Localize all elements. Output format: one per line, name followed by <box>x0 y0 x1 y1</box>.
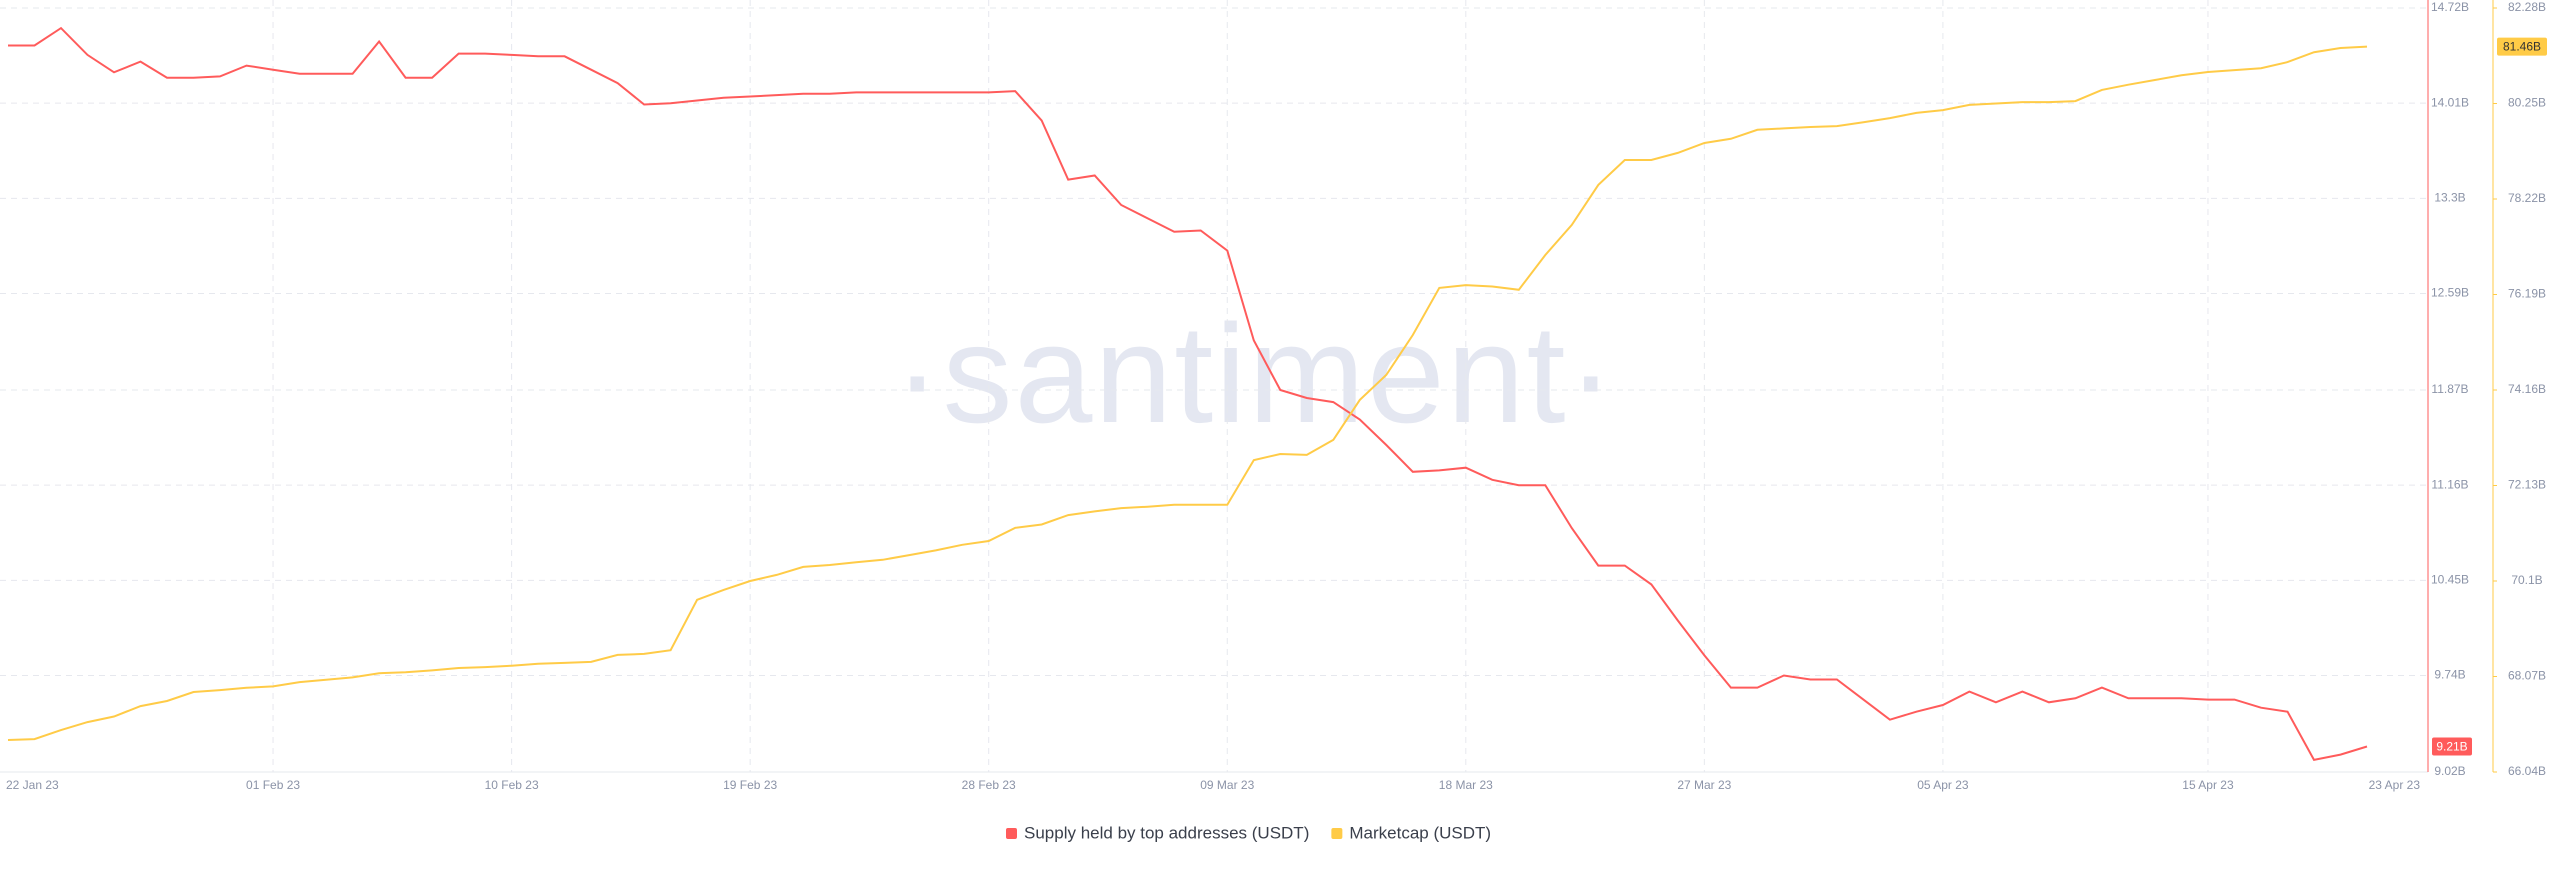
y2-tick-label: 72.13B <box>2508 478 2546 492</box>
x-tick-label: 28 Feb 23 <box>962 778 1016 792</box>
y-tick-label: 14.72B <box>2431 0 2469 14</box>
legend-label: Supply held by top addresses (USDT) <box>1024 823 1309 842</box>
x-tick-label: 18 Mar 23 <box>1439 778 1493 792</box>
value-label: 9.21B <box>2436 740 2467 754</box>
x-tick-label: 10 Feb 23 <box>485 778 539 792</box>
y2-tick-label: 76.19B <box>2508 287 2546 301</box>
x-tick-label: 27 Mar 23 <box>1677 778 1731 792</box>
y-tick-label: 14.01B <box>2431 95 2469 109</box>
y2-tick-label: 70.1B <box>2511 573 2542 587</box>
legend-label: Marketcap (USDT) <box>1349 823 1491 842</box>
y-tick-label: 9.02B <box>2434 764 2465 778</box>
watermark: ·santiment· <box>894 295 1616 452</box>
value-badge <box>2432 737 2472 756</box>
value-label: 81.46B <box>2503 40 2541 54</box>
y-tick-label: 11.16B <box>2431 477 2468 491</box>
x-tick-label: 22 Jan 23 <box>6 778 59 792</box>
series-line <box>7 45 2368 741</box>
x-tick-label: 05 Apr 23 <box>1917 778 1969 792</box>
legend-swatch <box>1006 828 1017 839</box>
y2-tick-label: 68.07B <box>2508 669 2546 683</box>
x-tick-label: 23 Apr 23 <box>2369 778 2421 792</box>
y-tick-label: 13.3B <box>2434 191 2465 205</box>
y-tick-label: 12.59B <box>2431 286 2469 300</box>
y2-tick-label: 66.04B <box>2508 764 2546 778</box>
y2-tick-label: 74.16B <box>2508 382 2546 396</box>
y2-tick-label: 80.25B <box>2508 96 2546 110</box>
x-tick-label: 09 Mar 23 <box>1200 778 1254 792</box>
x-tick-label: 01 Feb 23 <box>246 778 300 792</box>
y2-tick-label: 82.28B <box>2508 0 2546 14</box>
x-tick-label: 19 Feb 23 <box>723 778 777 792</box>
y2-tick-label: 78.22B <box>2508 191 2546 205</box>
y-tick-label: 11.87B <box>2431 382 2468 396</box>
x-tick-label: 15 Apr 23 <box>2182 778 2234 792</box>
series-line <box>8 26 2368 762</box>
value-badge <box>2497 37 2547 56</box>
y-tick-label: 10.45B <box>2431 573 2469 587</box>
y-tick-label: 9.74B <box>2434 668 2465 682</box>
legend-swatch <box>1331 828 1343 839</box>
